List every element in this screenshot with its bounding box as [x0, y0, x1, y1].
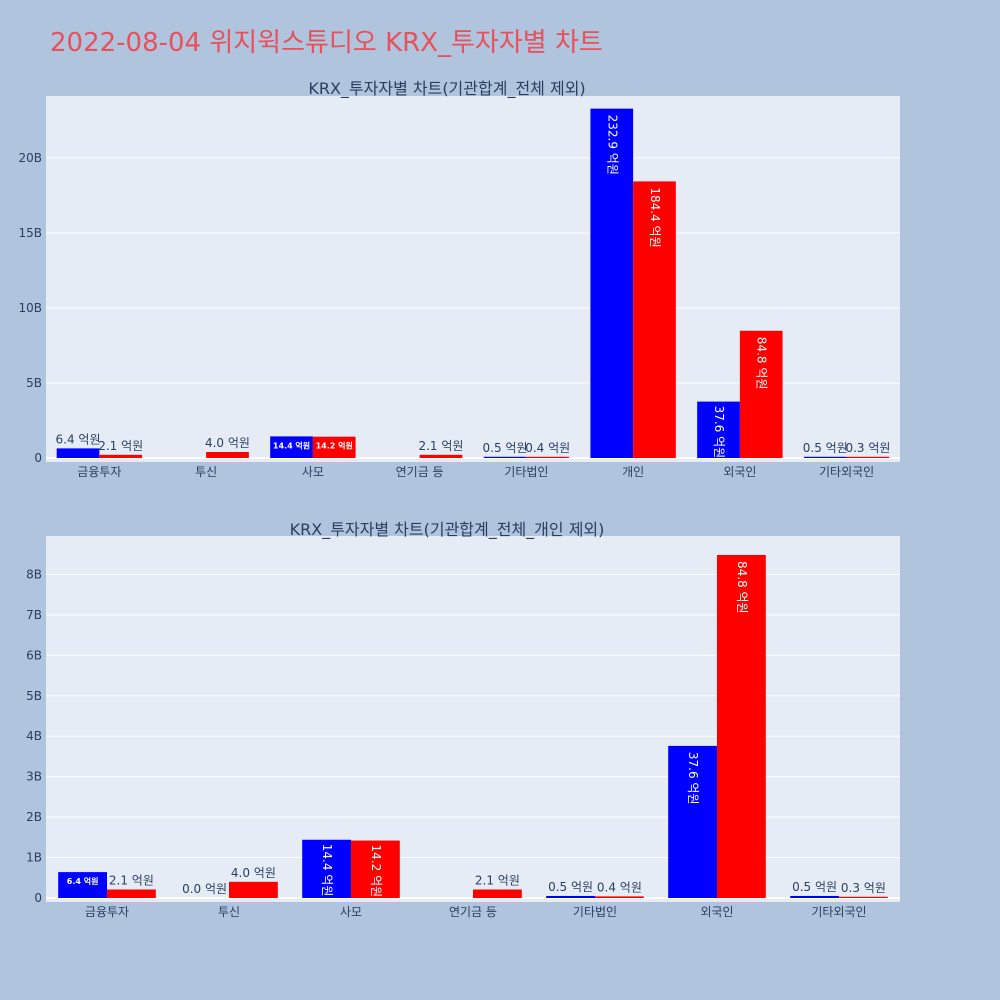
x-tick-label: 기타법인	[573, 905, 617, 919]
y-tick-label: 20B	[18, 151, 42, 165]
bar-value-label: 14.2 억원	[316, 441, 353, 451]
bar-value-label: 2.1 억원	[109, 874, 154, 888]
bar-value-label: 6.4 억원	[67, 876, 99, 886]
y-tick-label: 2B	[26, 810, 42, 824]
y-tick-label: 5B	[26, 689, 42, 703]
bar-value-label: 2.1 억원	[418, 439, 463, 453]
bar-value-label: 0.5 억원	[792, 880, 837, 894]
plot-area	[46, 536, 900, 902]
bar	[473, 889, 522, 898]
bar	[546, 895, 595, 898]
bar-value-label: 0.5 억원	[803, 441, 848, 455]
bar	[590, 108, 634, 459]
bar-value-label: 6.4 억원	[56, 432, 101, 446]
bar	[99, 454, 143, 458]
bar-value-label: 14.4 억원	[273, 440, 310, 450]
bar	[668, 745, 717, 898]
y-tick-label: 10B	[18, 301, 42, 315]
bar-value-label: 4.0 억원	[205, 436, 250, 450]
bar	[803, 456, 847, 458]
bar-value-label: 2.1 억원	[98, 439, 143, 453]
y-tick-label: 7B	[26, 608, 42, 622]
x-tick-label: 사모	[340, 905, 362, 919]
bar-value-label: 0.5 억원	[548, 880, 593, 894]
x-tick-label: 연기금 등	[449, 905, 497, 919]
bar	[839, 896, 888, 898]
bar	[739, 330, 783, 458]
bar	[302, 839, 351, 898]
y-tick-label: 8B	[26, 567, 42, 581]
bar-value-label: 0.0 억원	[182, 882, 227, 896]
x-tick-label: 금융투자	[77, 465, 121, 479]
x-tick-label: 외국인	[723, 465, 756, 479]
y-tick-label: 0	[34, 451, 42, 465]
x-tick-label: 투신	[195, 465, 217, 479]
x-tick-label: 사모	[302, 465, 324, 479]
y-tick-label: 1B	[26, 851, 42, 865]
bar-value-label: 37.6 억원	[712, 406, 726, 459]
bar-value-label: 84.8 억원	[735, 561, 749, 614]
bar	[206, 452, 249, 458]
bar-value-label: 0.4 억원	[525, 441, 570, 455]
bar	[107, 889, 156, 898]
x-tick-label: 금융투자	[85, 905, 129, 919]
y-tick-label: 3B	[26, 770, 42, 784]
bar-value-label: 37.6 억원	[686, 752, 700, 805]
y-tick-label: 15B	[18, 226, 42, 240]
bar	[526, 456, 570, 458]
bar-value-label: 14.4 억원	[320, 844, 334, 897]
bar-value-label: 0.4 억원	[597, 880, 642, 894]
bar-value-label: 0.5 억원	[483, 441, 528, 455]
bar	[58, 872, 107, 898]
bar	[846, 456, 890, 458]
bar	[483, 456, 527, 458]
bar	[790, 895, 839, 898]
chart-title: KRX_투자자별 차트(기관합계_전체 제외)	[308, 79, 585, 99]
bar	[697, 401, 740, 458]
bar-value-label: 84.8 억원	[755, 337, 769, 390]
y-tick-label: 0	[34, 891, 42, 905]
x-tick-label: 기타외국인	[819, 465, 874, 479]
x-tick-label: 연기금 등	[396, 465, 444, 479]
bar-value-label: 232.9 억원	[605, 115, 619, 175]
y-tick-label: 5B	[26, 376, 42, 390]
chart-title: KRX_투자자별 차트(기관합계_전체_개인 제외)	[290, 520, 605, 540]
bar-value-label: 0.3 억원	[845, 441, 890, 455]
y-tick-label: 4B	[26, 729, 42, 743]
bar	[595, 896, 644, 898]
bar	[229, 881, 278, 898]
chart-2: KRX_투자자별 차트(기관합계_전체_개인 제외) 0 1B 2B 3B 4B 5B 6B 7…	[26, 520, 900, 919]
x-tick-label: 기타외국인	[811, 905, 866, 919]
y-tick-label: 6B	[26, 648, 42, 662]
bar	[717, 554, 766, 898]
bar-value-label: 2.1 억원	[475, 874, 520, 888]
bar-value-label: 4.0 억원	[231, 866, 276, 880]
x-tick-label: 기타법인	[504, 465, 548, 479]
bar	[56, 448, 100, 458]
x-tick-label: 개인	[622, 465, 644, 479]
chart-1: KRX_투자자별 차트(기관합계_전체 제외) 0 5B 10B 15B 20B 금융투자 6…	[18, 79, 900, 479]
bar	[312, 436, 356, 458]
page-title: 2022-08-04 위지윅스튜디오 KRX_투자자별 차트	[50, 28, 603, 58]
bar-value-label: 14.2 억원	[369, 845, 383, 898]
bar	[633, 181, 676, 458]
x-tick-label: 외국인	[700, 905, 733, 919]
bar-value-label: 184.4 억원	[648, 187, 662, 247]
bar-value-label: 0.3 억원	[841, 881, 886, 895]
bar	[419, 454, 463, 458]
bar	[270, 436, 313, 458]
x-tick-label: 투신	[218, 905, 240, 919]
bar	[351, 840, 400, 898]
